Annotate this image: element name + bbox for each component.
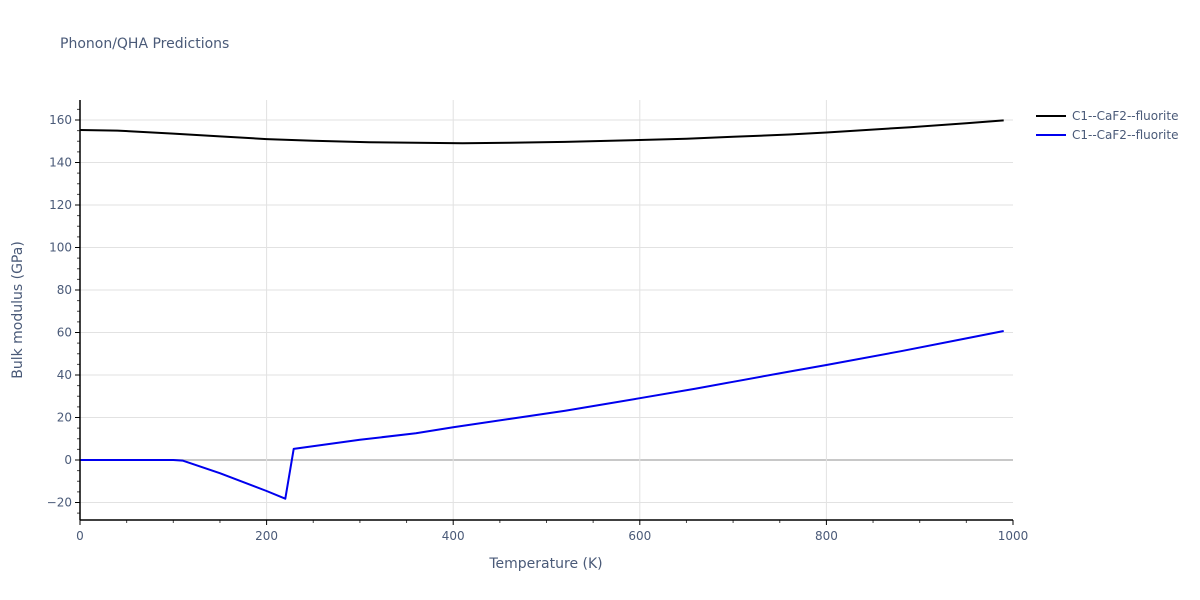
legend-item-black[interactable]: C1--CaF2--fluorite [1036, 106, 1178, 125]
chart-title: Phonon/QHA Predictions [60, 36, 230, 52]
y-tick-label: 0 [64, 453, 72, 467]
legend: C1--CaF2--fluorite C1--CaF2--fluorite [1036, 106, 1178, 144]
y-tick-label: 140 [49, 156, 72, 170]
y-tick-label: 20 [57, 411, 72, 425]
x-tick-label: 800 [815, 529, 838, 543]
y-tick-label: 120 [49, 198, 72, 212]
y-tick-label: −20 [47, 496, 72, 510]
y-tick-label: 80 [57, 283, 72, 297]
y-tick-label: 60 [57, 326, 72, 340]
series-line-0[interactable] [79, 119, 1004, 145]
x-tick-label: 0 [76, 529, 84, 543]
x-axis-title: Temperature (K) [488, 556, 602, 572]
x-tick-label: 600 [628, 529, 651, 543]
x-tick-label: 400 [442, 529, 465, 543]
series-line-1[interactable] [80, 330, 1004, 500]
legend-label: C1--CaF2--fluorite [1072, 127, 1179, 142]
y-tick-label: 40 [57, 368, 72, 382]
line-swatch-icon [1036, 114, 1066, 117]
line-swatch-icon [1036, 133, 1066, 136]
legend-item-blue[interactable]: C1--CaF2--fluorite [1036, 125, 1178, 144]
x-tick-label: 1000 [998, 529, 1029, 543]
y-axis-title: Bulk modulus (GPa) [10, 241, 26, 379]
x-tick-label: 200 [255, 529, 278, 543]
legend-label: C1--CaF2--fluorite [1072, 108, 1179, 123]
gridlines [80, 100, 1013, 520]
axes: −20 0 20 40 60 80 100 120 140 160 0 200 400 600 800 100… [47, 100, 1029, 543]
data-series [79, 119, 1004, 500]
y-tick-label: 160 [49, 113, 72, 127]
y-tick-label: 100 [49, 241, 72, 255]
